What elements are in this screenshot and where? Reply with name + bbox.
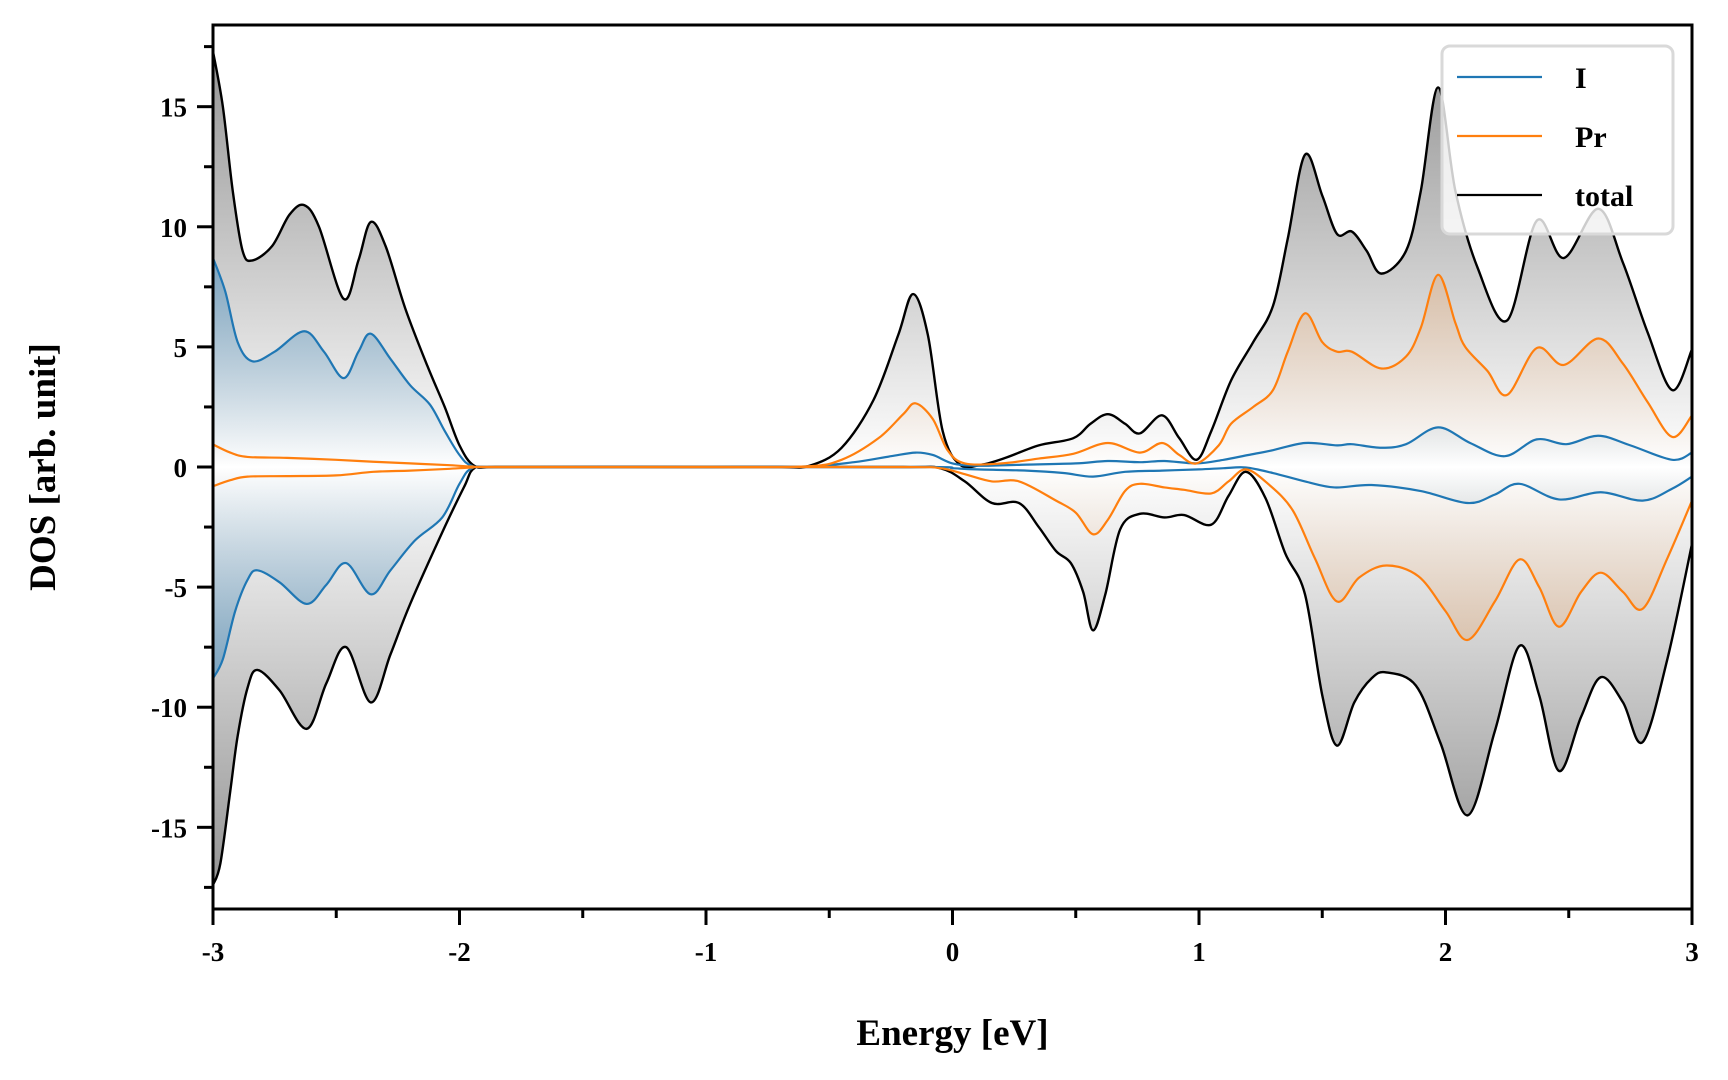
legend-item-i: I xyxy=(1457,62,1587,95)
line-i-spin-up xyxy=(213,257,1692,469)
x-tick-label: 3 xyxy=(1685,937,1699,967)
legend-label-total: total xyxy=(1575,180,1633,213)
x-axis: -3 -2 -1 0 1 2 3 xyxy=(202,909,1699,967)
y-tick-label: 0 xyxy=(174,453,188,483)
y-tick-label: -10 xyxy=(151,693,187,723)
legend-item-total: total xyxy=(1457,180,1633,213)
x-tick-label: -1 xyxy=(695,937,718,967)
legend-box xyxy=(1440,44,1675,236)
y-tick-label: 10 xyxy=(160,213,187,243)
line-pr-spin-down xyxy=(213,465,1692,642)
y-axis: -15 -10 -5 0 5 10 15 xyxy=(151,45,213,889)
line-i-spin-down xyxy=(213,465,1692,679)
x-tick-label: -3 xyxy=(202,937,225,967)
y-tick-label: -5 xyxy=(165,573,188,603)
legend-label-pr: Pr xyxy=(1575,121,1607,154)
fill-pr-spin-down xyxy=(213,466,1692,641)
x-tick-label: 0 xyxy=(946,937,960,967)
legend-label-i: I xyxy=(1575,62,1587,95)
line-total-spin-up xyxy=(213,51,1692,469)
fill-areas xyxy=(213,51,1692,885)
y-axis-title: DOS [arb. unit] xyxy=(23,343,64,591)
x-tick-label: 2 xyxy=(1439,937,1453,967)
legend-item-pr: Pr xyxy=(1457,121,1607,154)
y-tick-label: 15 xyxy=(160,93,187,123)
fill-pr-spin-up xyxy=(213,274,1692,468)
y-tick-label: -15 xyxy=(151,813,187,843)
x-tick-label: 1 xyxy=(1192,937,1206,967)
series-lines xyxy=(213,51,1692,886)
x-axis-title: Energy [eV] xyxy=(856,1013,1048,1054)
x-tick-label: -2 xyxy=(448,937,471,967)
legend: I Pr total xyxy=(1440,44,1675,236)
y-tick-label: 5 xyxy=(174,333,188,363)
line-total-spin-down xyxy=(213,465,1692,886)
